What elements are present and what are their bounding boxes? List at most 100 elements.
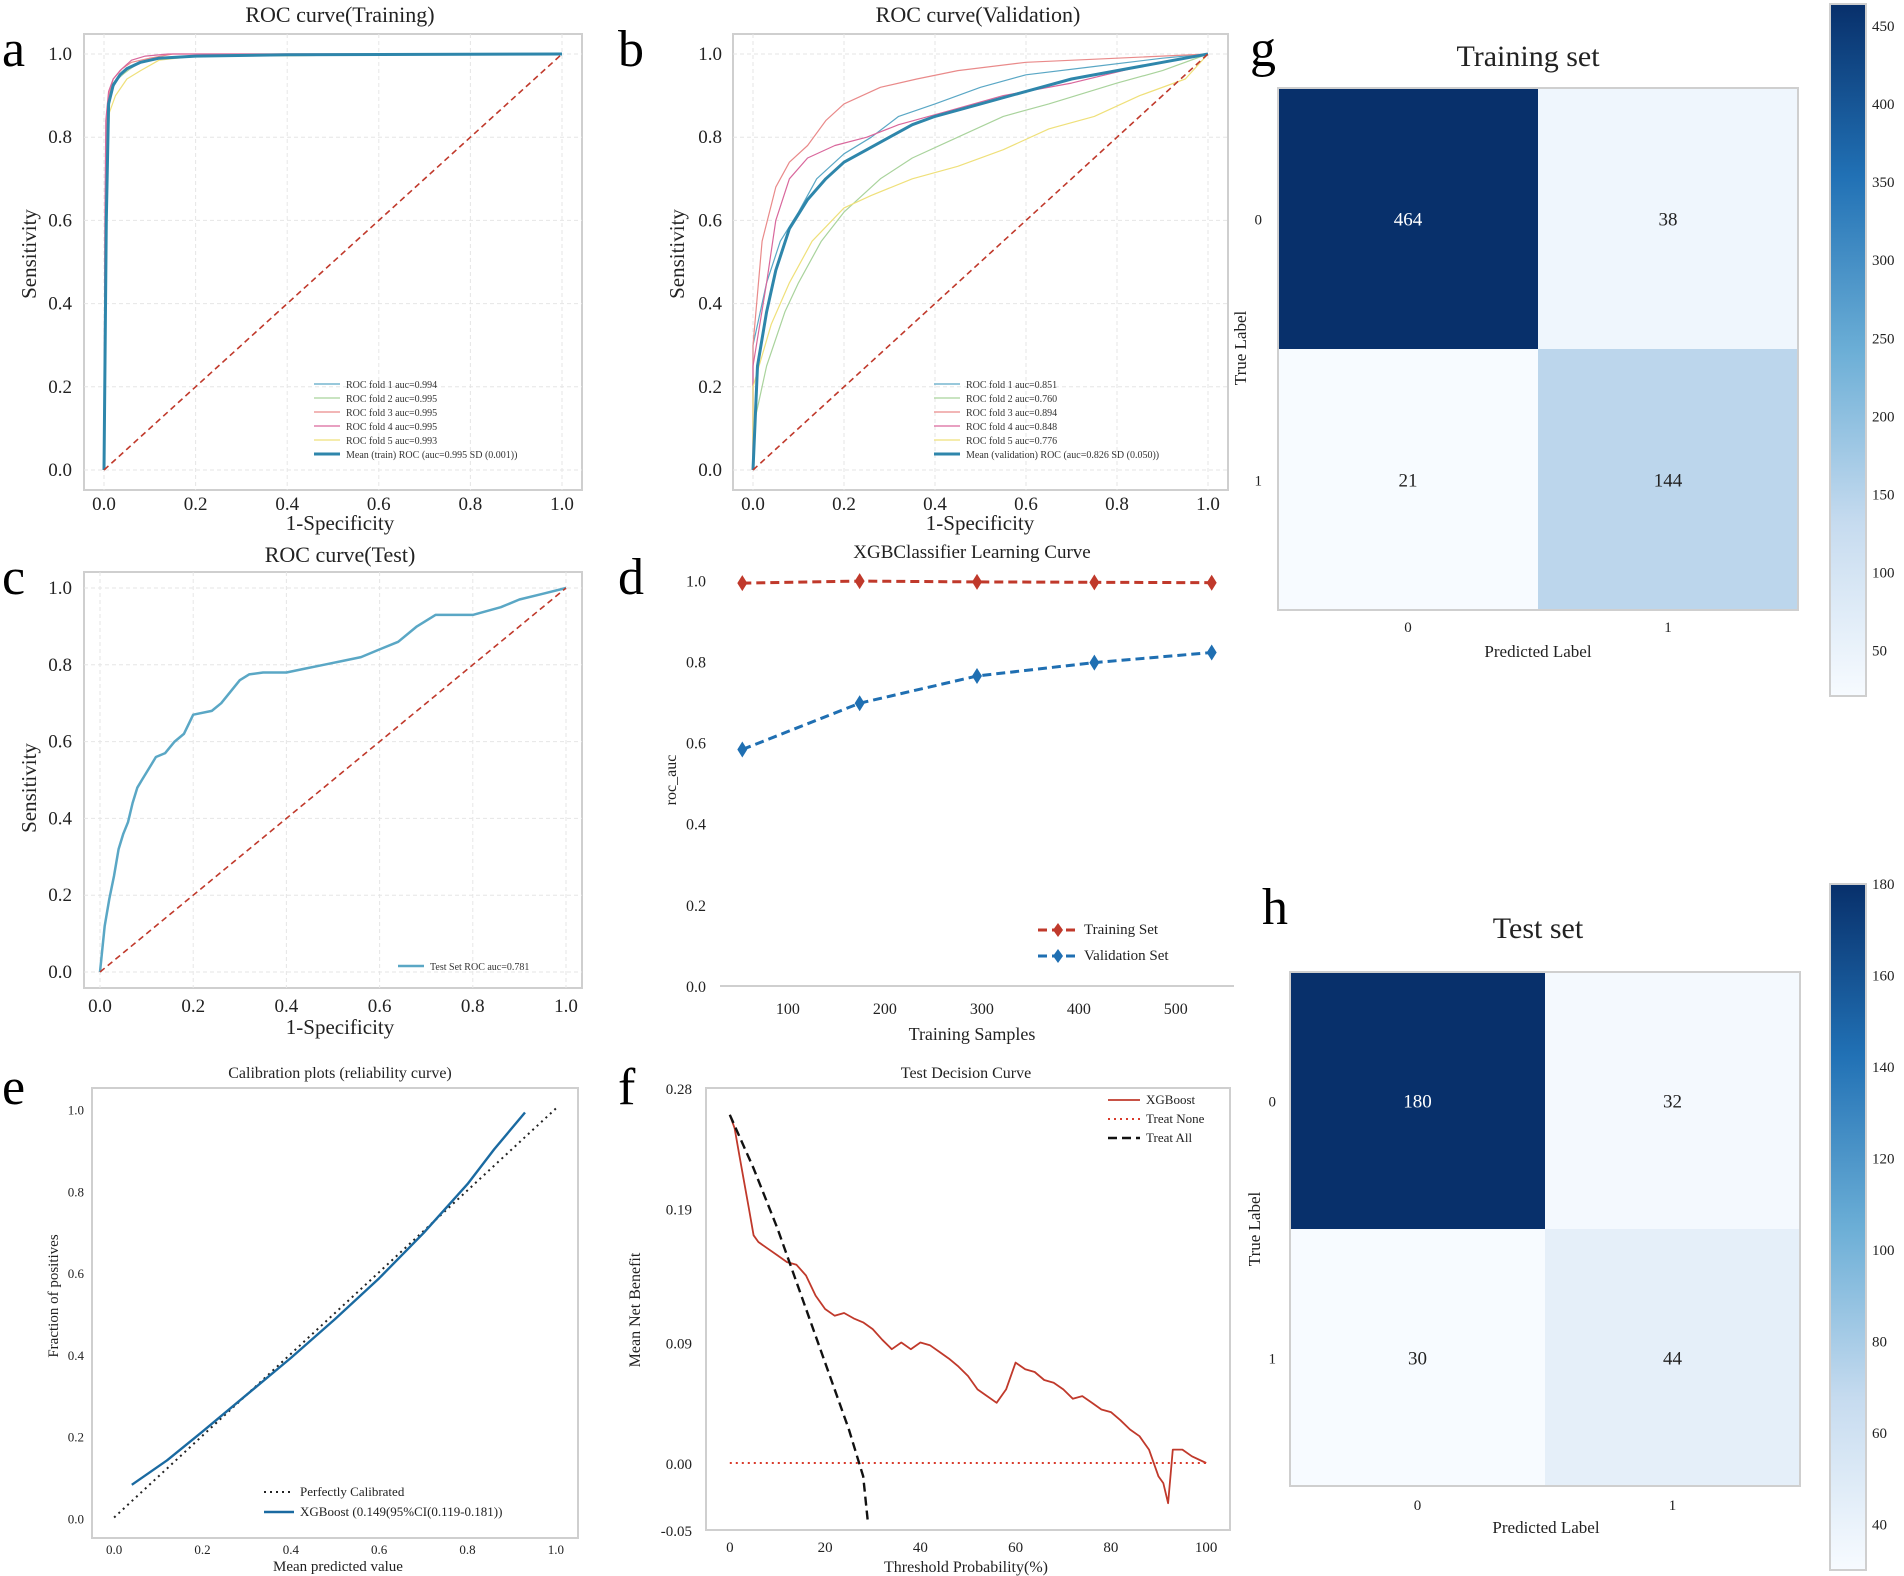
panel-g-cell-value-0-1: 38 [1659,210,1678,231]
panel-h-frame [1289,971,1801,1487]
panel-c: ROC curve(Test) 0.0 0.2 0.4 0.6 0.8 1.0 0.0 0.2… [17,542,583,1039]
panel-h-cell-0-0 [1290,972,1545,1229]
panel-b-series-roc-fold-2-auc-0-760 [752,53,1209,470]
panel-d-ytick-3: 0.6 [686,736,706,753]
panel-c-ytick-0: 0.0 [48,962,72,983]
panel-f-xtick-3: 60 [1008,1540,1023,1556]
panel-d-ytick-5: 1.0 [686,573,706,590]
panel-b-legend-label-roc-fold-4-auc-0-848: ROC fold 4 auc=0.848 [966,422,1057,433]
panel-a-series-chance [103,53,563,471]
panel-b-series-roc-fold-4-auc-0-848 [752,53,1209,470]
panel-h-ytick-1: 1 [1269,1352,1277,1368]
panel-a-xtick-1: 0.2 [184,494,208,515]
panel-e-ytick-0: 0.0 [68,1512,84,1527]
panel-g-colorbar-tick-6: 350 [1872,175,1895,191]
panel-a-xtick-4: 0.8 [459,494,483,515]
panel-d-ytick-0: 0.0 [686,979,706,996]
panel-h-colorbar-tick-0: 40 [1872,1517,1887,1533]
panel-e-series-perfectly-calibrated [113,1107,557,1519]
panel-b-series-roc-fold-1-auc-0-851 [752,53,1209,470]
panel-d-legend-label-training-set: Training Set [1084,922,1159,938]
panel-f-series-treat-all [728,1114,870,1524]
panel-h-colorbar-tick-6: 160 [1872,968,1895,984]
panel-a-plot: 0.0 0.2 0.4 0.6 0.8 1.0 0.0 0.2 0.4 0.6 0.8 1.0 ROC … [48,34,582,515]
panel-e-ytick-4: 0.8 [68,1184,84,1199]
panel-b-legend-label-mean-validation-roc-auc-0-826-sd-0-050: Mean (validation) ROC (auc=0.826 SD (0.0… [966,450,1159,461]
panel-d-xtick-0: 100 [776,1001,800,1018]
panel-c-ylabel: Sensitivity [17,743,41,833]
panel-b-series-mean-validation-roc-auc-0-826-sd-0-050 [751,52,1209,471]
panel-b-plot: 0.0 0.2 0.4 0.6 0.8 1.0 0.0 0.2 0.4 0.6 0.8 1.0 ROC … [698,34,1228,515]
panel-letter-f: f [618,1059,636,1116]
panel-d-marker-validation-set-1 [854,695,865,712]
panel-b-legend-label-roc-fold-5-auc-0-776: ROC fold 5 auc=0.776 [966,436,1057,447]
panel-a-ylabel: Sensitivity [17,209,41,299]
panel-letter-c: c [2,549,25,606]
panel-f-frame [705,1087,1231,1531]
panel-letter-e: e [2,1059,25,1116]
panel-d-marker-training-set-0 [737,575,748,592]
panel-a-xtick-2: 0.4 [275,494,299,515]
panel-b-legend-label-roc-fold-2-auc-0-760: ROC fold 2 auc=0.760 [966,394,1057,405]
panel-e-series-xgboost-0-149-95-ci-0-119-0-181 [131,1111,526,1486]
panel-f-ylabel: Mean Net Benefit [627,1252,644,1367]
panel-f: Test Decision Curve 0 20 40 60 80 100 -0.05 0.0… [627,1065,1231,1576]
panel-d-ytick-1: 0.2 [686,898,706,915]
panel-e-ytick-5: 1.0 [68,1102,84,1117]
panel-a-legend-label-roc-fold-2-auc-0-995: ROC fold 2 auc=0.995 [346,394,437,405]
panel-d-legend-marker-validation-set [1053,949,1063,963]
panel-a-ytick-5: 1.0 [48,44,72,65]
panel-f-xlabel: Threshold Probability(%) [884,1559,1048,1576]
panel-c-ytick-4: 0.8 [48,655,72,676]
panel-c-legend-label-test-set-roc-auc-0-781: Test Set ROC auc=0.781 [430,962,529,973]
panel-letter-h: h [1262,879,1288,936]
panel-a-ytick-4: 0.8 [48,127,72,148]
panel-e-xtick-1: 0.2 [194,1542,210,1557]
panel-d-xtick-3: 400 [1067,1001,1091,1018]
panel-e-ytick-1: 0.2 [68,1430,84,1445]
panel-c-xtick-0: 0.0 [88,996,112,1017]
panel-d-series-training-set [742,579,1212,585]
panel-c-xtick-4: 0.8 [461,996,485,1017]
panel-e-title: Calibration plots (reliability curve) [228,1065,452,1082]
panel-f-series-xgboost [728,1114,1207,1505]
panel-h-xtick-0: 0 [1414,1498,1422,1514]
panel-e-xtick-3: 0.6 [371,1542,388,1557]
panel-g-cell-1-0 [1278,349,1538,610]
panel-e-xtick-5: 1.0 [548,1542,564,1557]
panel-g-colorbar [1829,3,1867,697]
panel-b-series-chance [752,53,1209,471]
panel-e-xtick-2: 0.4 [283,1542,300,1557]
panel-d-xtick-4: 500 [1164,1001,1188,1018]
panel-b: ROC curve(Validation) 0.0 0.2 0.4 0.6 0.8 1.0… [665,2,1229,535]
panel-f-ytick-3: 0.19 [666,1203,692,1219]
panel-a-series-roc-fold-4-auc-0-995 [103,53,562,471]
panel-h-ylabel: True Label [1245,1192,1264,1267]
panel-letter-d: d [618,549,644,606]
panel-a-title: ROC curve(Training) [245,2,434,27]
panel-f-legend-label-treat-none: Treat None [1146,1111,1205,1126]
panel-b-xtick-4: 0.8 [1105,494,1129,515]
panel-d-marker-validation-set-4 [1206,644,1217,661]
panel-d: XGBClassifier Learning Curve 100 200 300 40… [663,542,1234,1044]
panel-f-title: Test Decision Curve [901,1065,1031,1082]
panel-g-ytick-0: 0 [1255,213,1263,229]
panel-d-marker-training-set-4 [1206,574,1217,591]
panel-b-xtick-5: 1.0 [1196,494,1220,515]
panel-b-ytick-3: 0.6 [698,210,722,231]
panel-d-marker-training-set-2 [972,573,982,590]
panel-c-ytick-1: 0.2 [48,885,72,906]
panel-g-frame [1277,87,1799,611]
panel-g-colorbar-tick-0: 50 [1872,644,1887,660]
panel-g-title: Training set [1456,40,1600,73]
panel-h-colorbar-tick-4: 120 [1872,1151,1895,1167]
panel-g-colorbar-tick-1: 100 [1872,566,1895,582]
panel-h-cell-value-1-1: 44 [1663,1349,1683,1370]
panel-b-ytick-4: 0.8 [698,127,722,148]
panel-c-xtick-2: 0.4 [275,996,299,1017]
panel-d-marker-validation-set-0 [737,741,748,758]
panel-g-ytick-1: 1 [1255,474,1263,490]
panel-h-cell-value-0-1: 32 [1663,1092,1682,1113]
panel-f-plot: 0 20 40 60 80 100 -0.05 0.00 0.09 0.19 0.28 XGBoost… [661,1082,1218,1556]
